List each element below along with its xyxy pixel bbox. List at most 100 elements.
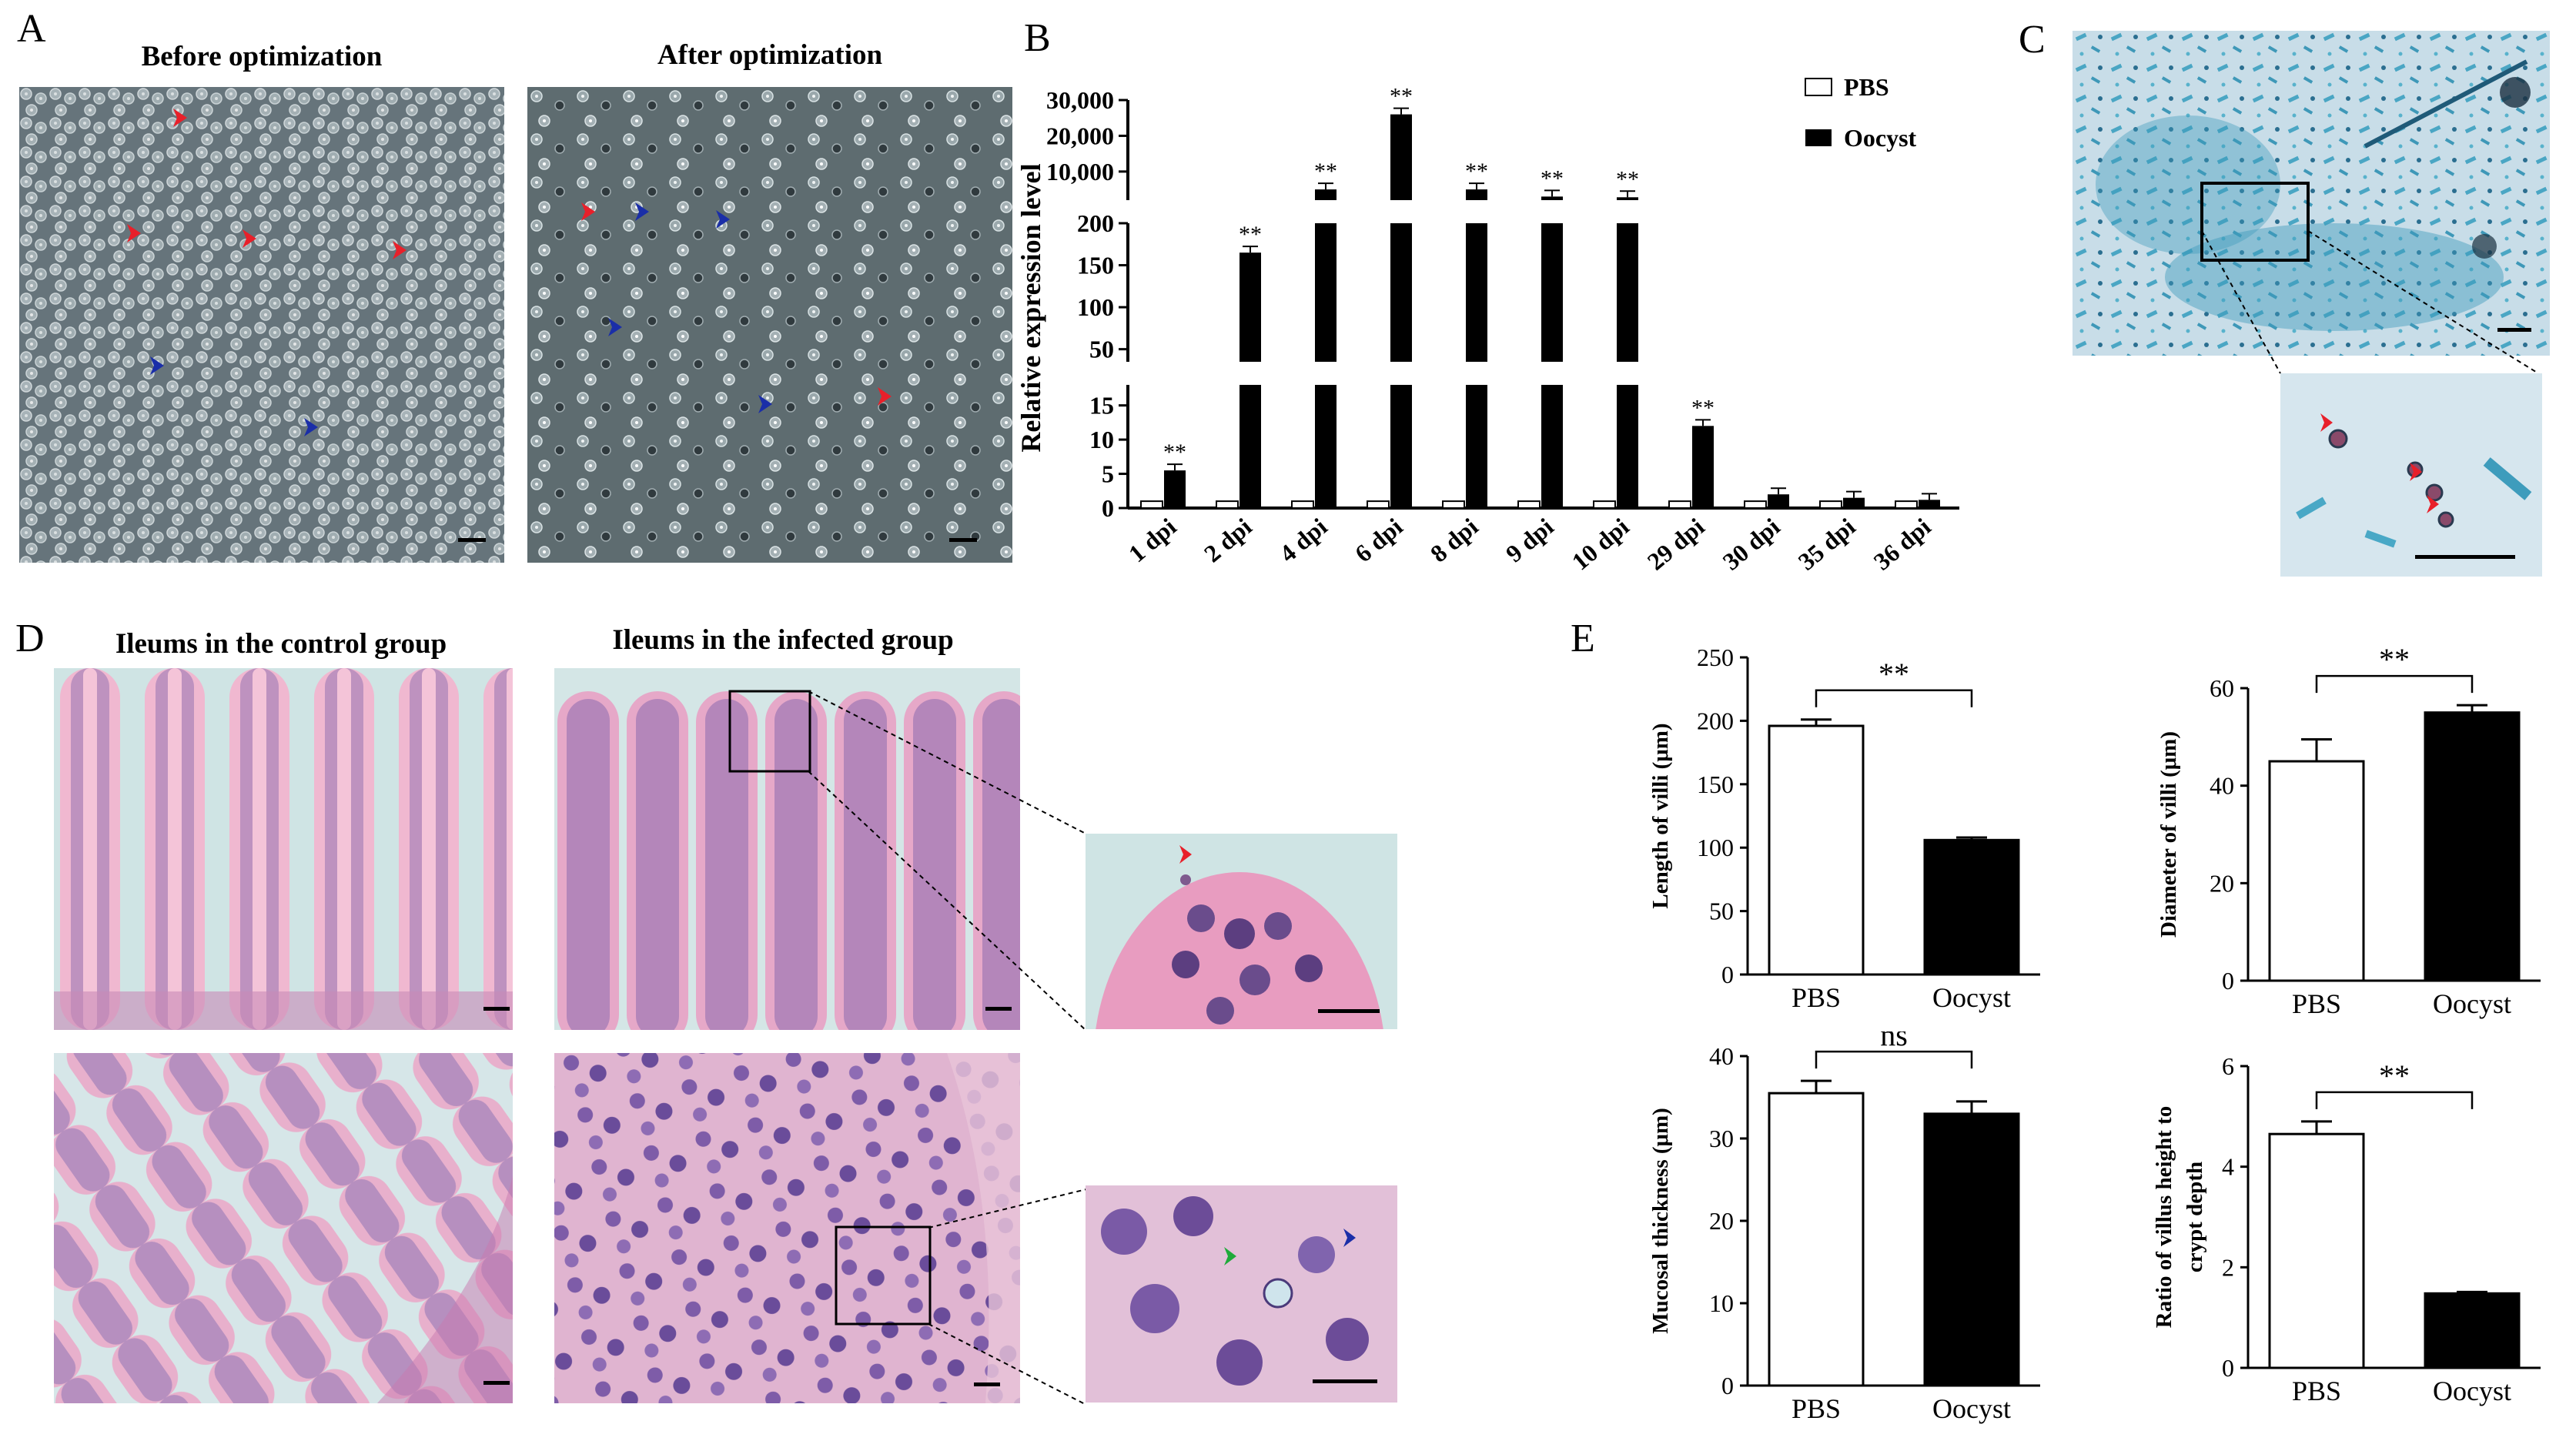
bar-oocyst: [1919, 500, 1940, 508]
chart-mucosal-thickness: 0 10 20 30 40 Mucosal thickness (μm) PBS Oocyst…: [1648, 1031, 2040, 1424]
micrograph-after-optimization-image: [527, 87, 1012, 563]
y-tick-label: 0: [2222, 1354, 2234, 1382]
y-tick-label: 150: [1697, 771, 1734, 798]
y-tick-label: 30,000: [1046, 86, 1114, 114]
significance-label: **: [1390, 84, 1413, 109]
panel-letter-a: A: [17, 7, 46, 51]
significance-bracket: [1815, 689, 1973, 707]
x-tick-label: 35 dpi: [1793, 513, 1861, 576]
zoom-guide-lines-c: [2201, 231, 2539, 374]
y-tick-label: 50: [1089, 336, 1114, 363]
red-arrow-icon: [581, 202, 892, 406]
histology-infected-bottom: [554, 1053, 1020, 1403]
y-tick-label: 40: [2210, 772, 2234, 800]
axis-break-gap: [1389, 362, 1413, 385]
y-tick-label: 40: [1709, 1042, 1734, 1070]
x-tick-label: 1 dpi: [1123, 513, 1182, 568]
red-arrow-icon: [2320, 413, 2439, 513]
significance-label: ns: [1880, 1031, 1908, 1052]
blue-arrow-icon: [608, 202, 772, 413]
y-tick-label: 10: [1089, 426, 1114, 453]
y-tick-label: 0: [1721, 961, 1734, 988]
micrograph-before-optimization-image: [19, 87, 504, 563]
x-tick-label: 30 dpi: [1718, 513, 1785, 576]
bar-oocyst: [1541, 196, 1563, 508]
x-tick-label: 36 dpi: [1868, 513, 1936, 576]
significance-label: **: [1314, 159, 1337, 184]
histology-infected-top-zoom: [1086, 834, 1397, 1029]
blue-arrow-icon: [1343, 1229, 1356, 1247]
zoom-guide-lines-d-bottom: [928, 1189, 1087, 1406]
y-tick-label: 10,000: [1046, 158, 1114, 186]
y-axis-label: Length of villi (μm): [1648, 723, 1673, 908]
bar-oocyst: [2424, 711, 2521, 982]
significance-label: **: [1691, 395, 1715, 420]
x-tick-label: PBS: [2292, 988, 2341, 1019]
significance-bracket: [2315, 1091, 2474, 1109]
y-axis-label: Ratio of villus height to: [2152, 1106, 2176, 1328]
x-tick-label: 10 dpi: [1567, 513, 1634, 576]
bar-oocyst: [1843, 497, 1865, 508]
chart-diameter-of-villi: 0 20 40 60 Diameter of villi (μm) PBS Oocyst **: [2156, 647, 2541, 1019]
y-tick-label: 0: [1721, 1372, 1734, 1399]
y-tick-label: 0: [2222, 967, 2234, 995]
panel-letter-d: D: [15, 617, 45, 660]
significance-label: **: [1163, 440, 1186, 465]
x-tick-label: 8 dpi: [1425, 513, 1484, 568]
y-tick-label: 200: [1697, 707, 1734, 734]
axis-break-gap: [1615, 200, 1640, 223]
bar-pbs: [1216, 500, 1239, 509]
x-tick-label: PBS: [1791, 982, 1841, 1013]
bar-pbs: [1367, 500, 1390, 509]
bar-oocyst: [1923, 1112, 2020, 1387]
micrograph-oocyst-zoom-image: [2280, 373, 2542, 577]
micrograph-oocyst-zoom: [2280, 373, 2542, 577]
x-tick-label: 29 dpi: [1642, 513, 1710, 576]
bar-pbs: [1819, 500, 1842, 509]
y-axis-label: Diameter of villi (μm): [2156, 731, 2181, 938]
legend-label-pbs: PBS: [1844, 73, 1889, 101]
red-arrow-icon: [127, 109, 406, 259]
x-tick-label: Oocyst: [2433, 1376, 2511, 1406]
panel-a-right-caption: After optimization: [657, 39, 883, 71]
zoom-guide-lines-d-top: [808, 691, 1094, 1031]
legend-swatch-pbs: [1805, 78, 1832, 96]
y-tick-label: 5: [1102, 460, 1114, 488]
x-tick-label: Oocyst: [2433, 988, 2511, 1019]
bar-oocyst: [1164, 470, 1186, 508]
bar-pbs: [1593, 500, 1616, 509]
x-tick-label: 4 dpi: [1274, 513, 1333, 568]
histology-infected-bottom-zoom: [1086, 1185, 1397, 1403]
y-tick-label: 200: [1077, 209, 1114, 237]
micrograph-before-optimization: [19, 87, 504, 563]
bar-pbs: [1744, 500, 1767, 509]
significance-label: **: [1541, 165, 1564, 191]
significance-label: **: [1878, 657, 1909, 691]
x-tick-label: PBS: [2292, 1376, 2341, 1406]
blue-arrow-icon: [150, 356, 318, 436]
bar-pbs: [1768, 1092, 1865, 1387]
green-arrow-icon: [1224, 1247, 1236, 1265]
red-arrow-icon: [1179, 845, 1192, 864]
y-tick-label: 4: [2222, 1153, 2234, 1181]
y-axis-label: crypt depth: [2183, 1162, 2207, 1272]
significance-label: **: [1465, 159, 1488, 184]
axis-break-gap: [1313, 362, 1338, 385]
panel-letter-c: C: [2019, 18, 2046, 62]
x-tick-label: Oocyst: [1932, 982, 2011, 1013]
panel-a-left-caption: Before optimization: [141, 41, 383, 72]
bar-oocyst: [1923, 838, 2020, 976]
panel-d-right-caption: Ileums in the infected group: [612, 624, 954, 656]
y-tick-label: 10: [1709, 1289, 1734, 1317]
legend-swatch-oocyst: [1805, 129, 1832, 146]
panel-letter-e: E: [1571, 617, 1595, 660]
y-tick-label: 20: [1709, 1207, 1734, 1235]
bar-pbs: [1291, 500, 1314, 509]
y-tick-label: 20: [2210, 869, 2234, 897]
histology-infected-bottom-image: [554, 1053, 1020, 1403]
histology-control-top-image: [54, 668, 513, 1030]
bar-oocyst: [2424, 1292, 2521, 1369]
bar-pbs: [1768, 724, 1865, 976]
histology-infected-bottom-zoom-image: [1086, 1185, 1397, 1403]
bar-pbs: [1140, 500, 1163, 509]
